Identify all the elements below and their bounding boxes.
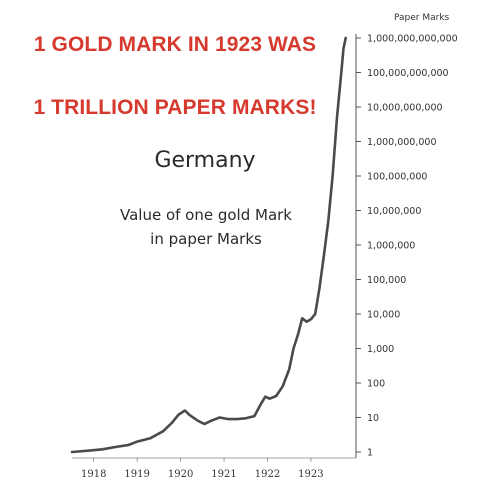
y-axis-title: Paper Marks [394, 13, 450, 23]
y-tick-label: 1,000,000,000,000 [367, 34, 458, 45]
chart-title: Germany [154, 148, 256, 173]
y-tick-label: 10 [367, 413, 379, 424]
y-tick-label: 100,000,000,000 [367, 68, 449, 79]
y-tick-label: 10,000,000 [367, 206, 421, 217]
y-tick-label: 1,000,000 [367, 241, 415, 252]
chart-subtitle: Value of one gold Mark in paper Marks [86, 203, 326, 251]
y-tick-label: 100,000 [367, 275, 406, 286]
series-line-paper-marks [70, 36, 347, 454]
y-tick-label: 1 [367, 448, 373, 459]
headline-line-2: 1 TRILLION PAPER MARKS! [33, 96, 317, 119]
subtitle-line-1: Value of one gold Mark [119, 206, 292, 224]
plot-area: Paper Marks 1 10 100 1,000 10,000 100,000 1,000… [70, 13, 458, 480]
y-tick-label: 10,000 [367, 310, 400, 321]
headline-line-1: 1 GOLD MARK IN 1923 WAS [33, 33, 317, 56]
x-tick-label: 1923 [298, 469, 323, 480]
y-tick-label: 1,000 [367, 344, 394, 355]
y-tick-label: 100,000,000 [367, 172, 427, 183]
x-tick-label: 1918 [81, 469, 106, 480]
y-tick-label: 10,000,000,000 [367, 103, 443, 114]
x-tick-label: 1921 [211, 469, 236, 480]
y-tick-label: 100 [367, 379, 385, 390]
x-tick-label: 1920 [168, 469, 193, 480]
x-tick-label: 1922 [255, 469, 280, 480]
subtitle-line-2: in paper Marks [150, 230, 262, 248]
y-tick-label: 1,000,000,000 [367, 137, 437, 148]
x-tick-label: 1919 [124, 469, 149, 480]
